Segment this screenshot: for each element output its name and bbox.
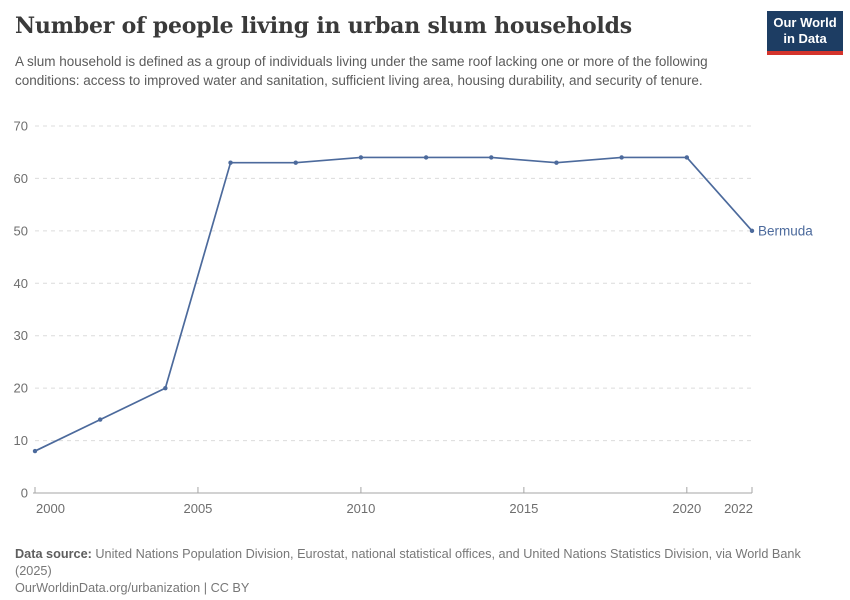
- data-point[interactable]: [554, 160, 559, 165]
- y-axis-tick-label: 10: [14, 433, 28, 448]
- data-point[interactable]: [163, 385, 168, 391]
- logo-line-2: in Data: [783, 31, 827, 46]
- x-axis-tick-label: 2015: [509, 501, 538, 516]
- y-axis-tick-label: 20: [14, 381, 28, 396]
- data-point[interactable]: [684, 155, 690, 160]
- series-label-bermuda[interactable]: Bermuda: [758, 223, 813, 238]
- data-point[interactable]: [97, 417, 103, 422]
- x-axis-tick-label: 2010: [346, 501, 375, 516]
- chart-subtitle: A slum household is defined as a group o…: [15, 54, 708, 89]
- data-point[interactable]: [228, 160, 233, 165]
- data-point[interactable]: [358, 155, 364, 160]
- x-axis-tick-label: 2005: [183, 501, 212, 516]
- data-line-bermuda: [34, 156, 753, 452]
- page-title: Number of people living in urban slum ho…: [15, 13, 632, 39]
- y-axis-tick-label: 70: [14, 118, 28, 133]
- logo-line-1: Our World: [773, 14, 837, 30]
- y-axis-tick-label: 40: [14, 276, 28, 291]
- data-point[interactable]: [489, 155, 494, 160]
- x-axis-tick-label: 2000: [36, 501, 65, 516]
- x-axis-tick-label: 2020: [672, 501, 701, 516]
- data-source-note: Data source: United Nations Population D…: [15, 546, 835, 581]
- y-axis-tick-label: 50: [14, 223, 28, 238]
- line-chart: 0 10 20 30 40 50 60 70 2000 2005 2010 2015 2020 2022 B…: [14, 118, 814, 516]
- license-note: OurWorldinData.org/urbanization | CC BY: [15, 580, 250, 595]
- data-point[interactable]: [423, 155, 429, 160]
- data-point[interactable]: [32, 448, 38, 454]
- y-axis-tick-label: 0: [21, 486, 28, 501]
- owid-logo: Our World in Data: [767, 11, 843, 55]
- data-source-year: (2025): [15, 564, 52, 579]
- data-source-text: United Nations Population Division, Euro…: [91, 546, 801, 561]
- data-point[interactable]: [749, 228, 755, 234]
- data-source-label: Data source:: [15, 546, 92, 561]
- x-axis-tick-label: 2022: [724, 501, 753, 516]
- y-axis-tick-label: 30: [14, 328, 28, 343]
- y-axis-tick-label: 60: [14, 171, 28, 186]
- data-point[interactable]: [293, 160, 298, 165]
- data-point[interactable]: [619, 155, 624, 160]
